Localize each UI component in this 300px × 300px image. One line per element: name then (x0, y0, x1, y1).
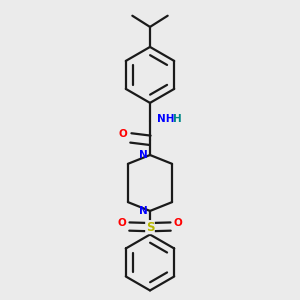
Text: O: O (118, 218, 126, 228)
Text: NH: NH (158, 114, 175, 124)
Text: S: S (146, 220, 154, 234)
Text: O: O (174, 218, 182, 228)
Text: H: H (173, 114, 182, 124)
Text: N: N (139, 206, 148, 216)
Text: N: N (139, 150, 148, 160)
Text: O: O (118, 128, 127, 139)
